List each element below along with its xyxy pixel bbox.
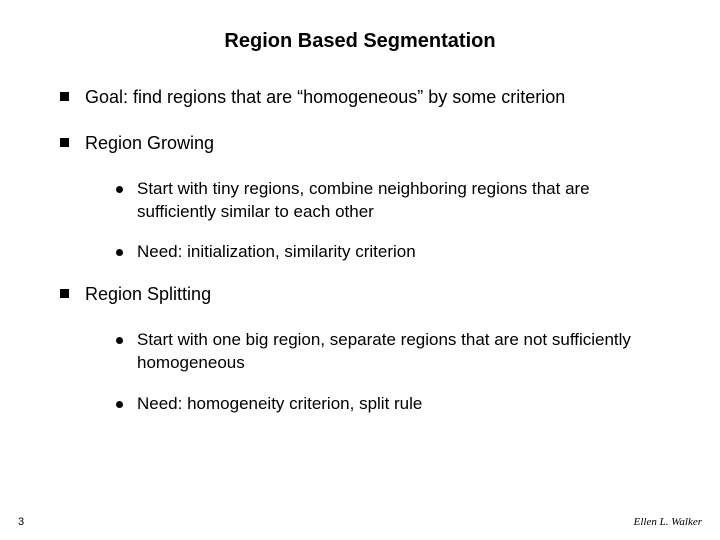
bullet-item: Region Growing — [60, 131, 670, 155]
sub-bullet-text: Start with one big region, separate regi… — [137, 329, 670, 375]
bullet-text: Region Growing — [85, 131, 670, 155]
square-bullet-icon — [60, 138, 69, 147]
bullet-item: Goal: find regions that are “homogeneous… — [60, 85, 670, 109]
author-name: Ellen L. Walker — [634, 516, 702, 528]
sub-bullet-group: Start with one big region, separate regi… — [116, 329, 670, 416]
bullet-text: Region Splitting — [85, 282, 670, 306]
slide-content: Goal: find regions that are “homogeneous… — [60, 85, 670, 434]
disc-bullet-icon — [116, 401, 123, 408]
sub-bullet-text: Start with tiny regions, combine neighbo… — [137, 178, 670, 224]
bullet-item: Region Splitting — [60, 282, 670, 306]
square-bullet-icon — [60, 289, 69, 298]
disc-bullet-icon — [116, 186, 123, 193]
sub-bullet-item: Start with tiny regions, combine neighbo… — [116, 178, 670, 224]
sub-bullet-text: Need: initialization, similarity criteri… — [137, 241, 670, 264]
sub-bullet-item: Need: homogeneity criterion, split rule — [116, 393, 670, 416]
disc-bullet-icon — [116, 249, 123, 256]
sub-bullet-text: Need: homogeneity criterion, split rule — [137, 393, 670, 416]
page-number: 3 — [18, 516, 24, 528]
sub-bullet-group: Start with tiny regions, combine neighbo… — [116, 178, 670, 265]
slide-title: Region Based Segmentation — [0, 30, 720, 53]
sub-bullet-item: Need: initialization, similarity criteri… — [116, 241, 670, 264]
disc-bullet-icon — [116, 337, 123, 344]
slide: Region Based Segmentation Goal: find reg… — [0, 0, 720, 540]
sub-bullet-item: Start with one big region, separate regi… — [116, 329, 670, 375]
bullet-text: Goal: find regions that are “homogeneous… — [85, 85, 670, 109]
square-bullet-icon — [60, 92, 69, 101]
